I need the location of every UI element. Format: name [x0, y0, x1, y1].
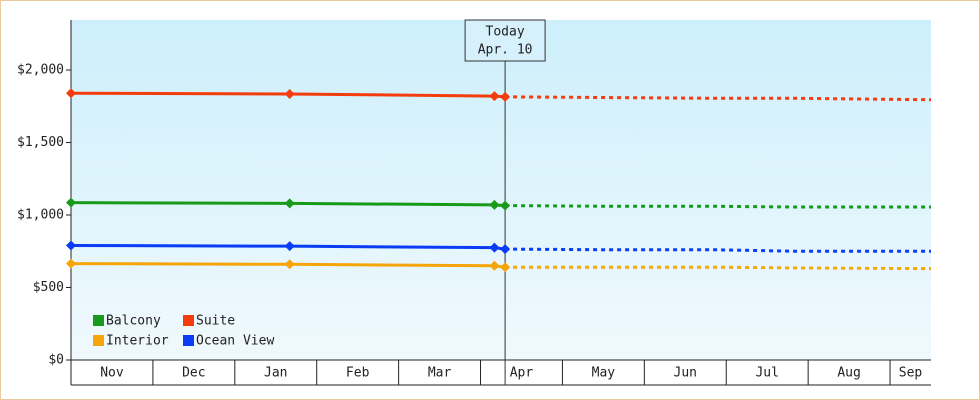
price-line	[70, 262, 506, 269]
point	[66, 197, 76, 208]
today-label: Apr. 10	[478, 43, 533, 58]
point	[500, 262, 511, 273]
legend-label: Interior	[106, 334, 169, 349]
y-tick-label: $0	[48, 353, 64, 368]
point	[66, 258, 76, 269]
x-tick-label: Jun	[674, 366, 697, 381]
legend-swatch	[183, 335, 194, 346]
x-tick-label: Jul	[755, 366, 778, 381]
x-tick-label: Nov	[100, 366, 124, 381]
point	[284, 241, 295, 252]
price-line	[70, 243, 506, 251]
x-tick-label: Dec	[182, 366, 205, 381]
price-line	[70, 91, 506, 99]
today-box	[464, 19, 546, 62]
plot-area	[71, 20, 931, 360]
point	[284, 259, 295, 270]
x-tick-label: Mar	[428, 366, 452, 381]
legend-swatch	[93, 315, 104, 326]
legend-label: Suite	[196, 314, 235, 329]
x-tick-label: Jan	[264, 366, 287, 381]
price-line	[70, 201, 506, 208]
point	[500, 244, 511, 255]
point	[284, 198, 295, 209]
legend-swatch	[93, 335, 104, 346]
x-tick-label: Aug	[837, 366, 860, 381]
point	[284, 88, 295, 99]
point	[489, 242, 500, 253]
x-tick-label: Apr	[510, 366, 534, 381]
y-tick-label: $1,500	[17, 135, 64, 150]
today-label: Today	[486, 25, 525, 40]
point	[489, 260, 500, 271]
y-tick-label: $500	[33, 280, 64, 295]
point	[489, 91, 500, 102]
legend-swatch	[183, 315, 194, 326]
y-tick-label: $2,000	[17, 63, 64, 78]
point	[500, 200, 511, 211]
x-tick-label: Sep	[899, 366, 923, 381]
legend-label: Balcony	[106, 314, 161, 329]
x-tick-label: May	[592, 366, 616, 381]
x-tick-label: Feb	[346, 366, 370, 381]
legend-label: Ocean View	[196, 334, 274, 349]
point	[489, 199, 500, 210]
point	[66, 88, 76, 99]
point	[500, 91, 511, 102]
point	[66, 240, 76, 251]
y-tick-label: $1,000	[17, 208, 64, 223]
